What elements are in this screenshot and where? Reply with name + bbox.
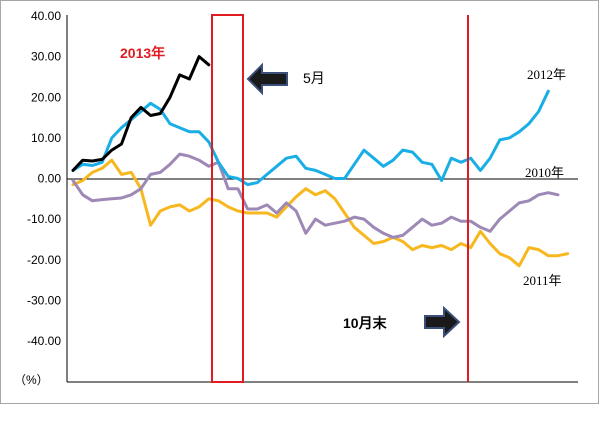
y-tick-label: -10.00	[27, 212, 61, 226]
series-label-2012: 2012年	[527, 67, 566, 82]
right-arrow-icon	[424, 305, 461, 339]
y-tick-label: 40.00	[31, 9, 61, 23]
left-arrow-icon	[246, 62, 288, 96]
y-tick-label: 20.00	[31, 90, 61, 104]
series-line-2011	[71, 158, 570, 268]
y-tick-label: -40.00	[27, 334, 61, 348]
y-unit-label: （%）	[14, 373, 49, 387]
series-line-2013	[71, 55, 211, 172]
y-tick-label: 30.00	[31, 50, 61, 64]
series-label-2010: 2010年	[525, 165, 564, 180]
series-label-2013: 2013年	[120, 45, 165, 61]
chart-frame	[0, 0, 599, 404]
may-label: 5月	[303, 70, 325, 86]
y-tick-label: 0.00	[38, 172, 62, 186]
series-line-2010	[71, 152, 560, 239]
y-tick-label: 10.00	[31, 131, 61, 145]
series-label-2011: 2011年	[523, 273, 562, 288]
may-highlight-box	[211, 14, 244, 383]
series-line-2012	[71, 89, 550, 187]
y-tick-labels: 40.00 30.00 20.00 10.00 0.00 -10.00 -20.00 -30.…	[27, 9, 61, 348]
oct-end-label: 10月末	[343, 315, 388, 331]
series-lines	[71, 55, 570, 268]
y-tick-label: -20.00	[27, 253, 61, 267]
y-tick-label: -30.00	[27, 293, 61, 307]
